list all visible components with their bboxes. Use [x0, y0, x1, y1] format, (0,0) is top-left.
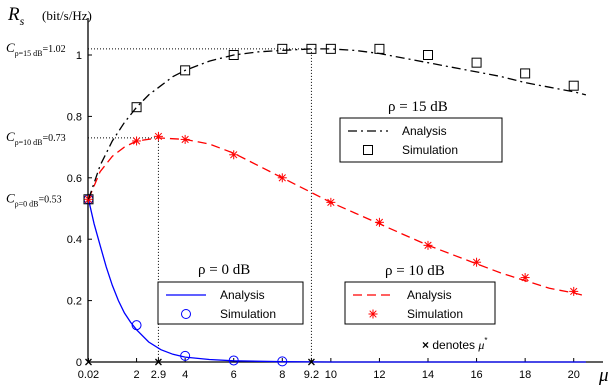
- legend-item-simulation: Simulation: [220, 307, 276, 321]
- star-stroke: [154, 132, 163, 141]
- legend-1: ρ = 10 dB Analysis Simulation: [344, 263, 496, 325]
- legend-2: ρ = 0 dB Analysis Simulation: [157, 262, 304, 325]
- star-stroke: [570, 287, 578, 296]
- star-stroke: [181, 135, 189, 144]
- star-stroke: [132, 137, 141, 145]
- legend-marker-sample: [363, 145, 373, 155]
- optimum-marker-stroke: [154, 358, 162, 366]
- star-stroke: [424, 241, 432, 249]
- legend-marker-sample: [181, 309, 191, 319]
- simulation-marker: [229, 150, 239, 160]
- simulation-marker: [180, 134, 190, 144]
- x-tick-label: 0.02: [78, 369, 99, 381]
- simulation-marker: [374, 43, 385, 54]
- y-tick-label: 0.4: [67, 234, 82, 246]
- x-tick-label: 2: [134, 369, 140, 381]
- simulation-marker: [326, 197, 336, 207]
- legend-item-simulation: Simulation: [407, 307, 463, 321]
- y-axis-label: Rs: [7, 4, 25, 28]
- x-tick-label: 18: [519, 369, 531, 381]
- analysis-line: [87, 137, 587, 297]
- simulation-marker: [277, 43, 288, 54]
- x-tick-label: 8: [279, 369, 285, 381]
- y-tick-label: 1: [76, 50, 82, 62]
- capacity-label: Cρ=15 dB=1.02: [6, 40, 66, 58]
- star-stroke: [521, 273, 529, 282]
- optimum-marker: [307, 358, 315, 366]
- legend-title: ρ = 15 dB: [388, 99, 448, 115]
- x-tick-label: 12: [373, 369, 385, 381]
- simulation-marker: [374, 217, 384, 227]
- x-tick-label: 6: [231, 369, 237, 381]
- optimum-marker-stroke: [307, 358, 315, 366]
- analysis-line: [87, 199, 586, 363]
- simulation-marker: [520, 273, 530, 283]
- y-tick-label: 0: [76, 357, 82, 369]
- legend-title: ρ = 10 dB: [385, 263, 445, 279]
- simulation-marker: [569, 286, 579, 296]
- simulation-marker: [153, 131, 163, 141]
- simulation-marker: [180, 350, 191, 361]
- simulation-marker: [277, 356, 288, 367]
- x-tick-label: 10: [325, 369, 337, 381]
- optimum-marker: [85, 358, 92, 366]
- x-tick-label: 2.9: [151, 369, 166, 381]
- analysis-line: [87, 48, 587, 200]
- simulation-marker: [568, 80, 579, 91]
- legend-item-analysis: Analysis: [407, 288, 452, 302]
- simulation-marker: [228, 355, 239, 366]
- y-axis-unit: (bit/s/Hz): [42, 8, 92, 23]
- note-text: × denotes μ*: [422, 336, 488, 352]
- simulation-marker: [423, 240, 433, 250]
- star-stroke: [369, 310, 377, 318]
- y-tick-label: 0.2: [67, 296, 82, 308]
- x-tick-label: 20: [568, 369, 580, 381]
- simulation-marker: [131, 320, 142, 331]
- star-stroke: [230, 151, 238, 159]
- star-stroke: [327, 198, 335, 207]
- simulation-marker: [306, 43, 317, 54]
- simulation-marker: [472, 257, 482, 267]
- series-0: [83, 194, 586, 367]
- legend-title: ρ = 0 dB: [198, 262, 250, 278]
- optimum-marker: [154, 358, 162, 366]
- simulation-marker: [471, 57, 482, 68]
- legend-item-analysis: Analysis: [220, 288, 265, 302]
- simulation-marker: [423, 50, 433, 60]
- series-2: [83, 43, 587, 205]
- x-tick-label: 4: [182, 369, 188, 381]
- simulation-marker: [325, 43, 336, 54]
- star-stroke: [375, 218, 384, 226]
- simulation-marker: [132, 136, 142, 146]
- simulation-marker: [277, 173, 287, 183]
- series-1: [83, 131, 587, 297]
- y-tick-label: 0.6: [67, 173, 82, 185]
- x-tick-label: 14: [422, 369, 434, 381]
- legend-marker-sample: [368, 309, 378, 319]
- star-stroke: [472, 258, 481, 266]
- simulation-marker: [180, 65, 191, 76]
- capacity-label: Cρ=0 dB=0.53: [6, 190, 62, 208]
- optimum-marker-stroke: [85, 358, 92, 366]
- legend-0: ρ = 15 dB Analysis Simulation: [339, 99, 503, 163]
- y-tick-label: 0.8: [67, 111, 82, 123]
- star-stroke: [278, 174, 286, 182]
- simulation-marker: [520, 68, 531, 79]
- x-tick-label: 16: [470, 369, 482, 381]
- simulation-marker: [131, 102, 142, 113]
- capacity-label: Cρ=10 dB=0.73: [6, 129, 66, 147]
- simulation-marker: [228, 50, 239, 60]
- simulation-marker: [83, 194, 94, 205]
- x-axis-label: μ: [598, 365, 609, 386]
- legend-box: [157, 281, 304, 325]
- x-tick-label: 9.2: [304, 369, 319, 381]
- legend-item-analysis: Analysis: [402, 124, 447, 138]
- legend-item-simulation: Simulation: [402, 143, 458, 157]
